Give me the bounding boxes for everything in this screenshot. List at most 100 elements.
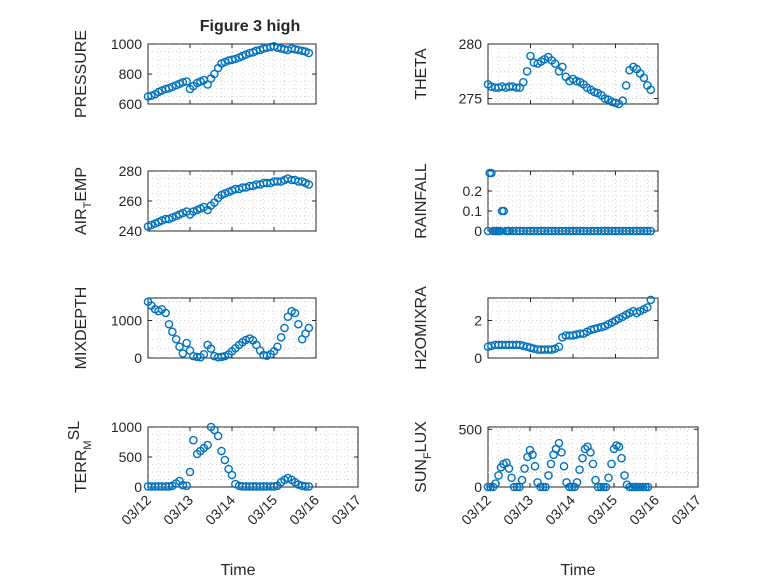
data-point — [559, 461, 569, 471]
y-axis-label: AIRTEMP — [73, 167, 94, 235]
subplot-theta: 275 280 THETA — [413, 36, 659, 109]
data-point — [189, 435, 198, 445]
y-tick-label: 275 — [459, 91, 483, 107]
y-tick-label: 0 — [474, 223, 482, 239]
data-point — [168, 213, 177, 222]
data-point — [273, 342, 282, 352]
data-point — [168, 82, 177, 92]
x-tick-label: 03/16 — [626, 492, 662, 528]
y-tick-label: 500 — [459, 421, 483, 437]
data-point — [491, 479, 500, 488]
data-point — [643, 482, 653, 492]
y-tick-label: 1000 — [111, 36, 142, 52]
data-point — [178, 480, 188, 490]
y-axis-label-main: MIXDEPTH — [73, 287, 90, 370]
x-tick-label: 03/14 — [542, 492, 578, 528]
data-point — [512, 482, 522, 492]
data-point — [175, 342, 184, 352]
data-point — [622, 480, 632, 489]
data-point — [304, 180, 314, 189]
x-tick-label: 03/15 — [244, 492, 280, 528]
y-tick-label: 0 — [134, 479, 142, 495]
data-point — [487, 168, 496, 178]
data-point — [641, 482, 650, 492]
subplot-terrmsl: 0 500 1000 03/12 03/13 03/14 03/15 03/16 03/17 Ti… — [66, 419, 364, 579]
data-point — [550, 59, 560, 68]
data-point — [220, 455, 230, 465]
data-point — [227, 470, 237, 480]
y-axis-label-rest: EMP — [73, 167, 90, 202]
subplot-rainfall: 0 0.1 0.2 RAINFALL — [413, 163, 659, 239]
x-tick-label: 03/12 — [118, 492, 154, 528]
subplot-sunflux: 0 500 03/12 03/13 03/14 03/15 03/16 03/17 Time SU… — [413, 421, 704, 579]
y-axis-label: PRESSURE — [73, 30, 90, 118]
y-axis-label-sub: F — [422, 452, 434, 459]
y-axis-label-main: TERR — [73, 450, 90, 494]
data-point — [147, 220, 156, 230]
data-point — [578, 453, 587, 463]
y-tick-label: 0.1 — [463, 203, 483, 219]
y-tick-label: 280 — [119, 163, 143, 179]
data-point — [604, 473, 613, 483]
data-point — [290, 308, 300, 318]
data-point — [538, 482, 548, 492]
x-tick-label: 03/17 — [328, 492, 364, 528]
data-point — [528, 450, 537, 459]
y-axis-label-main: SUN — [413, 459, 430, 493]
data-point — [572, 478, 582, 487]
y-axis-label-sub: T — [82, 201, 94, 208]
data-point — [547, 345, 557, 354]
data-point — [189, 207, 198, 216]
data-point — [614, 442, 624, 451]
data-point — [217, 446, 226, 456]
y-axis-label: RAINFALL — [413, 163, 430, 239]
data-point — [586, 448, 595, 457]
y-tick-label: 240 — [119, 223, 143, 239]
data-point — [182, 338, 191, 348]
y-axis-label-main: RAINFALL — [413, 163, 430, 239]
y-tick-label: 0 — [474, 479, 482, 495]
data-point — [558, 62, 567, 72]
data-point — [178, 349, 188, 358]
data-point — [530, 461, 540, 471]
x-axis-label: Time — [561, 562, 596, 579]
data-point — [171, 334, 181, 344]
data-point — [164, 319, 174, 329]
y-axis-label-main: PRESSURE — [73, 30, 90, 118]
data-point — [630, 482, 640, 492]
data-point — [231, 54, 240, 64]
data-point — [518, 77, 528, 87]
y-tick-label: 500 — [119, 449, 143, 465]
y-tick-label: 600 — [119, 96, 143, 112]
data-point — [588, 459, 598, 469]
data-point — [520, 464, 529, 473]
y-tick-label: 0.2 — [463, 183, 483, 199]
y-tick-label: 2 — [474, 313, 482, 329]
y-axis-label-sub: M — [82, 440, 94, 449]
data-point — [525, 445, 535, 455]
data-point — [522, 66, 532, 76]
data-point — [161, 308, 170, 318]
x-tick-label: 03/12 — [458, 492, 494, 528]
y-tick-label: 280 — [459, 36, 483, 52]
subplot-h2omixra: 0 2 H2OMIXRA — [413, 286, 659, 370]
y-tick-label: 0 — [134, 350, 142, 366]
data-point — [164, 482, 174, 491]
subplot-mixdepth: 0 1000 MIXDEPTH — [73, 287, 317, 370]
data-point — [262, 351, 272, 361]
data-point — [617, 453, 626, 463]
data-point — [182, 481, 191, 491]
x-axis-label: Time — [221, 562, 256, 579]
data-point — [635, 482, 645, 492]
data-point — [646, 226, 656, 236]
data-point — [494, 471, 503, 480]
data-point — [554, 438, 564, 448]
data-point — [567, 482, 577, 492]
data-point — [276, 333, 286, 342]
y-tick-label: 260 — [119, 193, 143, 209]
data-point — [601, 482, 611, 492]
data-point — [210, 69, 219, 79]
y-axis-label-main: THETA — [413, 48, 430, 100]
data-point — [593, 482, 603, 492]
